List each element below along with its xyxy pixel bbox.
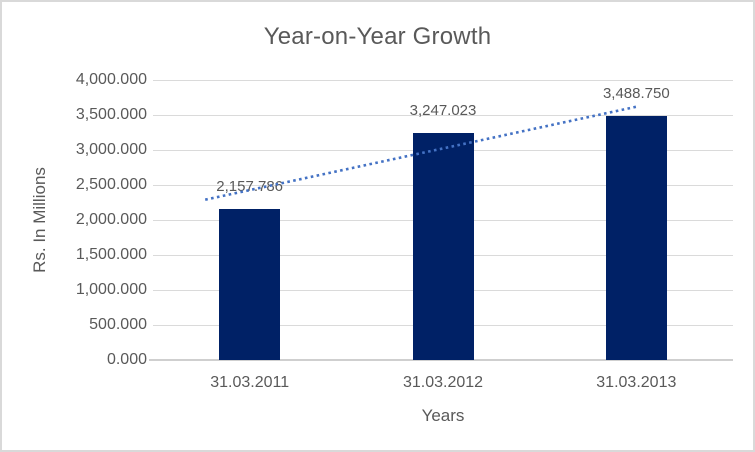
bar-data-label: 2,157.786 <box>216 177 284 195</box>
bar-data-label: 3,488.750 <box>602 84 670 102</box>
bar <box>412 132 474 360</box>
y-axis-tick-label: 500.000 <box>89 316 147 333</box>
x-axis-tick-label: 31.03.2011 <box>210 374 290 391</box>
y-axis-tick-label: 4,000.000 <box>75 71 147 88</box>
y-axis-tick-label: 2,000.000 <box>75 211 147 228</box>
y-axis-tick-label: 2,500.000 <box>75 176 147 193</box>
y-axis-tick-label: 0.000 <box>106 351 147 368</box>
chart-title: Year-on-Year Growth <box>263 23 492 50</box>
gridline <box>153 80 733 81</box>
y-axis-tick-label: 1,000.000 <box>75 281 147 298</box>
y-axis-tick-label: 3,000.000 <box>75 141 147 158</box>
bar <box>219 208 281 360</box>
x-axis-tick-label: 31.03.2012 <box>402 374 484 391</box>
y-axis-tick-label: 3,500.000 <box>75 106 147 123</box>
bar-data-label: 3,247.023 <box>409 101 477 119</box>
bar <box>605 115 667 360</box>
y-axis-tick-label: 1,500.000 <box>75 246 147 263</box>
x-axis-title: Years <box>421 406 465 425</box>
x-axis-tick-label: 31.03.2013 <box>596 374 677 391</box>
x-axis-line <box>149 359 733 361</box>
